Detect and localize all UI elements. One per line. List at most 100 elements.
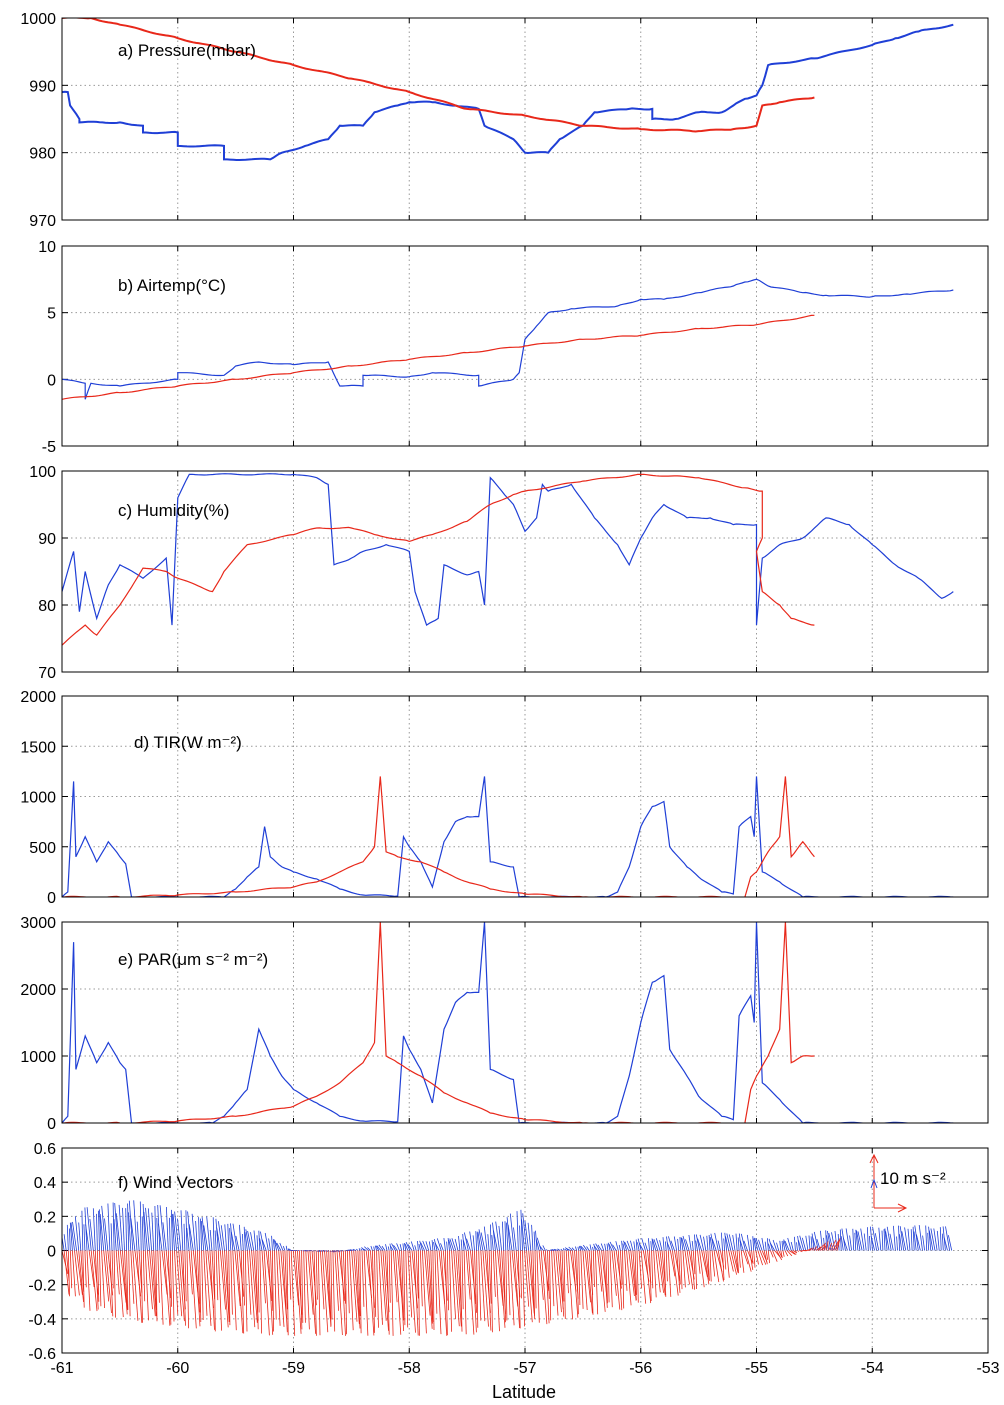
wind-vector-red	[645, 1250, 652, 1304]
wind-vector-red	[238, 1250, 244, 1297]
wind-vector-blue	[878, 1227, 882, 1251]
wind-vector-blue	[285, 1245, 288, 1251]
wind-vector-red	[609, 1250, 613, 1308]
wind-vector-blue	[783, 1239, 788, 1251]
wind-vector-blue	[874, 1233, 880, 1251]
wind-vector-red	[434, 1250, 438, 1314]
wind-vector-blue	[402, 1243, 405, 1251]
wind-vector-red	[188, 1250, 193, 1295]
wind-vector-red	[324, 1250, 331, 1319]
wind-vector-red	[653, 1250, 657, 1298]
wind-vector-red	[247, 1250, 252, 1315]
wind-vector-blue	[746, 1234, 750, 1251]
wind-vector-red	[717, 1250, 724, 1282]
wind-vector-blue	[436, 1238, 442, 1251]
wind-vector-blue	[446, 1241, 448, 1251]
wind-vector-red	[815, 1246, 822, 1251]
wind-vector-blue	[85, 1224, 90, 1251]
wind-vector-red	[832, 1240, 840, 1251]
wind-vector-blue	[922, 1235, 925, 1251]
wind-vector-blue	[107, 1203, 111, 1251]
wind-vector-blue	[360, 1248, 363, 1251]
wind-vector-blue	[539, 1245, 544, 1251]
wind-vector-red	[576, 1250, 579, 1315]
wind-vector-blue	[245, 1229, 250, 1251]
wind-vector-red	[703, 1250, 710, 1285]
wind-vector-red	[99, 1250, 102, 1307]
wind-vector-blue	[709, 1237, 713, 1251]
wind-vector-red	[211, 1250, 215, 1300]
wind-vector-blue	[782, 1240, 786, 1251]
wind-vector-blue	[609, 1241, 615, 1251]
wind-vector-red	[72, 1250, 76, 1297]
wind-vector-blue	[564, 1248, 567, 1251]
panel-d: 0 500 1000 1500 2000 d) TIR(W m⁻²)	[20, 689, 989, 907]
wind-vector-red	[232, 1250, 237, 1331]
wind-vector-blue	[520, 1209, 523, 1251]
wind-vector-blue	[805, 1235, 809, 1251]
y-tick-label: 0.2	[34, 1209, 56, 1226]
wind-vector-blue	[516, 1211, 519, 1251]
wind-vector-blue	[419, 1240, 423, 1251]
wind-vector-red	[113, 1250, 116, 1318]
wind-vector-blue	[703, 1236, 707, 1251]
wind-vector-blue	[364, 1246, 369, 1251]
wind-vector-red	[784, 1250, 789, 1257]
wind-vector-red	[407, 1250, 413, 1318]
wind-vector-red	[755, 1250, 759, 1265]
wind-vector-red	[626, 1250, 632, 1306]
wind-vector-blue	[941, 1233, 944, 1251]
wind-vector-blue	[139, 1201, 142, 1251]
wind-vector-blue	[200, 1218, 202, 1251]
wind-vector-blue	[870, 1235, 875, 1251]
wind-vector-red	[836, 1238, 841, 1251]
wind-vector-blue	[910, 1229, 913, 1251]
wind-vector-red	[440, 1250, 448, 1336]
wind-vector-blue	[752, 1236, 755, 1251]
wind-vector-red	[595, 1250, 599, 1315]
wind-vector-red	[793, 1250, 797, 1254]
y-tick-label: 970	[29, 213, 56, 230]
wind-vector-blue	[648, 1238, 650, 1251]
wind-vector-red	[555, 1250, 562, 1313]
wind-vector-red	[263, 1250, 270, 1336]
wind-vector-blue	[725, 1236, 730, 1251]
wind-vector-blue	[854, 1232, 857, 1251]
wind-vector-red	[328, 1250, 332, 1326]
wind-vector-red	[470, 1250, 477, 1304]
wind-vector-blue	[180, 1210, 184, 1251]
wind-vector-red	[830, 1240, 837, 1251]
wind-vector-blue	[513, 1227, 517, 1251]
wind-vector-red	[724, 1250, 727, 1270]
wind-vector-red	[409, 1250, 416, 1333]
wind-vector-blue	[717, 1240, 721, 1251]
y-tick-label: 980	[29, 146, 56, 163]
wind-vector-red	[465, 1250, 471, 1300]
wind-vector-red	[655, 1250, 661, 1293]
wind-vector-blue	[761, 1237, 765, 1251]
wind-vector-blue	[659, 1240, 663, 1251]
wind-vector-red	[88, 1250, 95, 1287]
wind-vector-red	[782, 1250, 785, 1257]
wind-vector-blue	[764, 1241, 767, 1251]
wind-vector-red	[730, 1250, 737, 1275]
wind-vector-blue	[201, 1217, 207, 1251]
wind-vector-blue	[624, 1241, 630, 1251]
wind-vector-red	[547, 1250, 550, 1299]
wind-vector-red	[482, 1250, 489, 1327]
wind-vector-blue	[454, 1238, 459, 1251]
wind-vector-red	[182, 1250, 186, 1326]
wind-vector-blue	[261, 1239, 267, 1251]
y-tick-label: -0.6	[28, 1346, 56, 1363]
wind-vector-blue	[89, 1218, 94, 1251]
wind-vector-red	[274, 1250, 277, 1320]
wind-vector-blue	[367, 1247, 371, 1251]
wind-vector-red	[742, 1250, 749, 1265]
wind-vector-red	[147, 1250, 153, 1310]
series-line-red	[62, 314, 815, 400]
wind-vector-red	[69, 1250, 73, 1289]
y-tick-label: 80	[38, 598, 56, 615]
wind-vector-red	[301, 1250, 304, 1323]
wind-vector-blue	[142, 1203, 146, 1251]
wind-vector-red	[82, 1250, 85, 1308]
